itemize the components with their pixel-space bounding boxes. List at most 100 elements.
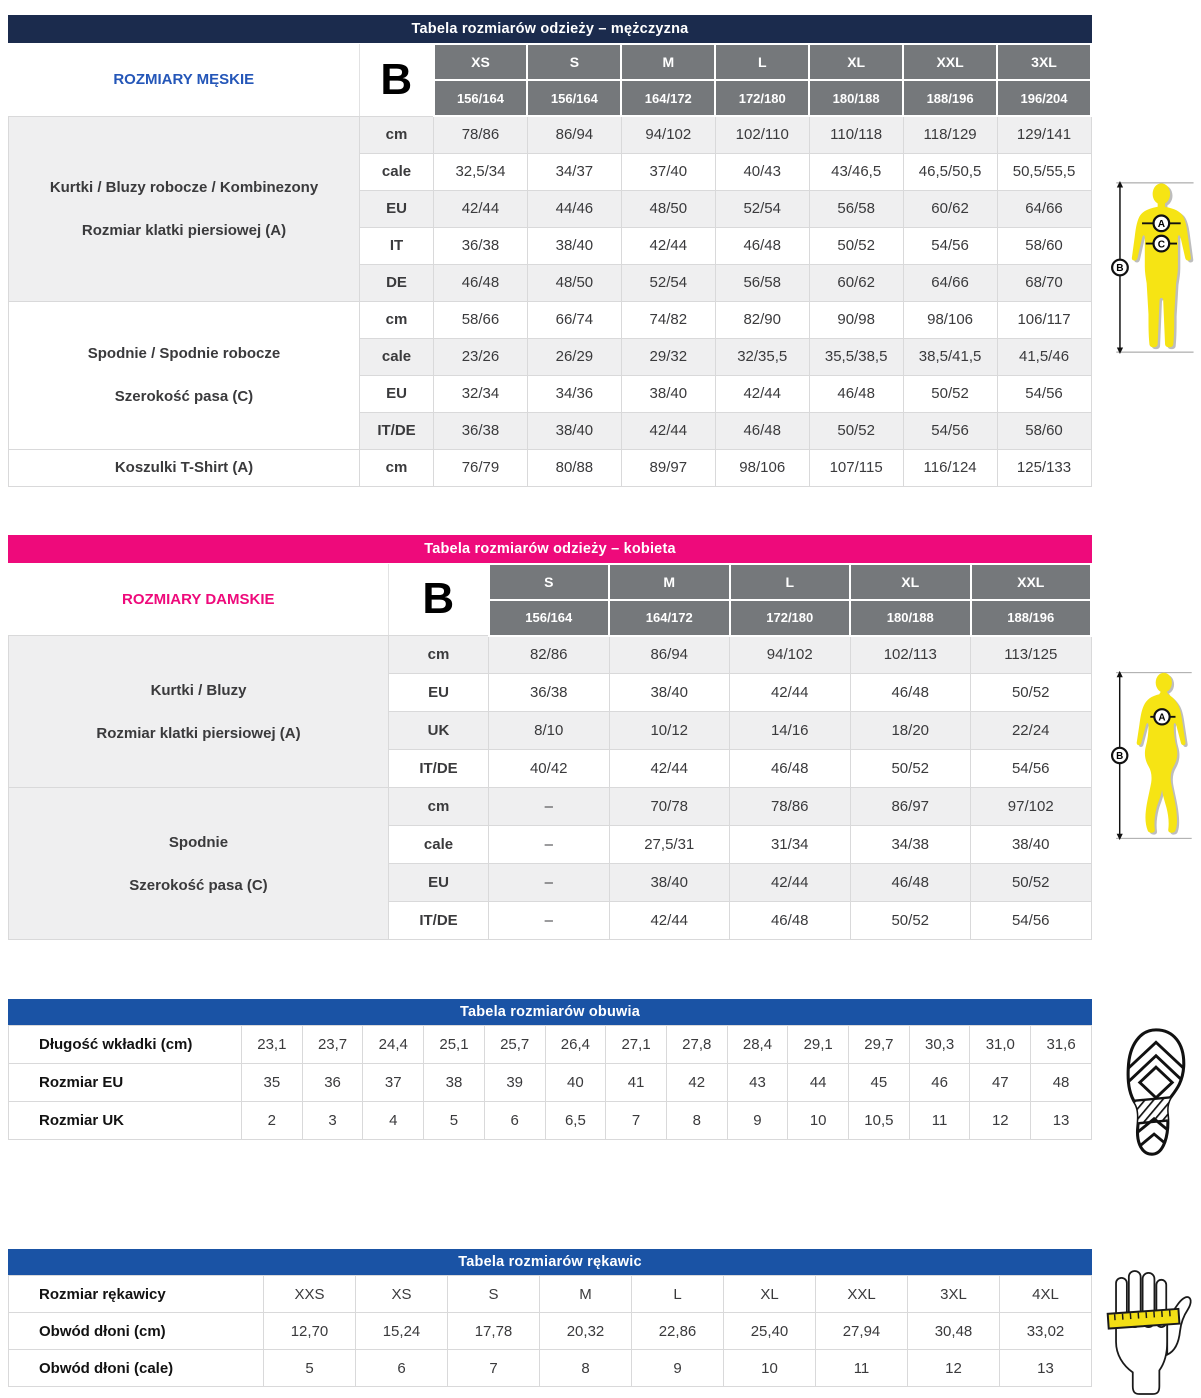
unit-cell: IT/DE bbox=[360, 412, 434, 449]
size-value-cell: 38/40 bbox=[609, 864, 730, 902]
height-range-header: 172/180 bbox=[715, 80, 809, 116]
size-value-cell: 50/52 bbox=[809, 412, 903, 449]
size-value-cell: – bbox=[489, 902, 610, 940]
size-value-cell: 44/46 bbox=[527, 190, 621, 227]
height-range-header: 188/196 bbox=[903, 80, 997, 116]
size-value-cell: 43 bbox=[727, 1064, 788, 1102]
marker-a-letter: A bbox=[1158, 712, 1165, 723]
size-value-cell: 60/62 bbox=[809, 264, 903, 301]
size-value-cell: 43/46,5 bbox=[809, 153, 903, 190]
unit-cell: EU bbox=[389, 674, 489, 712]
size-column-header: L bbox=[730, 564, 851, 600]
size-value-cell: 54/56 bbox=[903, 227, 997, 264]
size-value-cell: 32,5/34 bbox=[434, 153, 528, 190]
size-value-cell: 8/10 bbox=[489, 712, 610, 750]
size-value-cell: 35 bbox=[242, 1064, 303, 1102]
unit-cell: DE bbox=[360, 264, 434, 301]
size-value-cell: 40 bbox=[545, 1064, 606, 1102]
row-label: Obwód dłoni (cale) bbox=[9, 1350, 264, 1387]
arrow-up-icon bbox=[1117, 181, 1123, 187]
unit-cell: cm bbox=[389, 636, 489, 674]
size-value-cell: 34/36 bbox=[527, 375, 621, 412]
size-value-cell: 3XL bbox=[908, 1276, 1000, 1313]
unit-cell: cm bbox=[389, 788, 489, 826]
size-value-cell: 27,8 bbox=[666, 1026, 727, 1064]
size-value-cell: 10 bbox=[788, 1102, 849, 1140]
size-value-cell: 86/94 bbox=[609, 636, 730, 674]
gloves-table-title: Tabela rozmiarów rękawic bbox=[8, 1249, 1092, 1275]
size-column-header: XXL bbox=[903, 44, 997, 80]
size-value-cell: 42/44 bbox=[609, 902, 730, 940]
shoes-table: Tabela rozmiarów obuwia Długość wkładki … bbox=[8, 999, 1092, 1140]
thumb bbox=[1167, 1297, 1190, 1355]
size-value-cell: 42 bbox=[666, 1064, 727, 1102]
size-value-cell: 42/44 bbox=[609, 750, 730, 788]
size-value-cell: 97/102 bbox=[971, 788, 1092, 826]
unit-cell: EU bbox=[389, 864, 489, 902]
height-range-header: 180/188 bbox=[850, 600, 971, 636]
section-label-line2: Rozmiar klatki piersiowej (A) bbox=[9, 725, 388, 742]
size-value-cell: 9 bbox=[632, 1350, 724, 1387]
size-value-cell: 90/98 bbox=[809, 301, 903, 338]
height-range-header: 156/164 bbox=[489, 600, 610, 636]
size-value-cell: 50/52 bbox=[850, 750, 971, 788]
size-value-cell: 4XL bbox=[1000, 1276, 1092, 1313]
size-value-cell: 46/48 bbox=[434, 264, 528, 301]
size-value-cell: 82/86 bbox=[489, 636, 610, 674]
size-value-cell: 46/48 bbox=[850, 864, 971, 902]
size-value-cell: 4 bbox=[363, 1102, 424, 1140]
size-value-cell: 3 bbox=[302, 1102, 363, 1140]
size-value-cell: 50/52 bbox=[971, 674, 1092, 712]
unit-cell: IT/DE bbox=[389, 750, 489, 788]
size-value-cell: 2 bbox=[242, 1102, 303, 1140]
size-value-cell: 89/97 bbox=[621, 449, 715, 486]
height-range-header: 180/188 bbox=[809, 80, 903, 116]
size-value-cell: 27,94 bbox=[816, 1313, 908, 1350]
size-column-header: L bbox=[715, 44, 809, 80]
size-value-cell: 78/86 bbox=[434, 116, 528, 153]
size-value-cell: 56/58 bbox=[715, 264, 809, 301]
size-value-cell: 22/24 bbox=[971, 712, 1092, 750]
size-value-cell: 17,78 bbox=[448, 1313, 540, 1350]
size-value-cell: 54/56 bbox=[971, 750, 1092, 788]
size-value-cell: 32/34 bbox=[434, 375, 528, 412]
size-value-cell: – bbox=[489, 788, 610, 826]
size-value-cell: XS bbox=[356, 1276, 448, 1313]
size-value-cell: 11 bbox=[909, 1102, 970, 1140]
size-value-cell: XXL bbox=[816, 1276, 908, 1313]
size-value-cell: 54/56 bbox=[997, 375, 1091, 412]
size-value-cell: 46,5/50,5 bbox=[903, 153, 997, 190]
row-label: Długość wkładki (cm) bbox=[9, 1026, 242, 1064]
size-value-cell: 24,4 bbox=[363, 1026, 424, 1064]
size-value-cell: – bbox=[489, 864, 610, 902]
section-label-line1: Kurtki / Bluzy robocze / Kombinezony bbox=[9, 179, 359, 196]
size-value-cell: 107/115 bbox=[809, 449, 903, 486]
size-value-cell: 31,6 bbox=[1031, 1026, 1092, 1064]
size-value-cell: 68/70 bbox=[997, 264, 1091, 301]
unit-cell: cm bbox=[360, 449, 434, 486]
size-value-cell: 9 bbox=[727, 1102, 788, 1140]
arrow-down-icon bbox=[1117, 348, 1123, 354]
size-value-cell: 50,5/55,5 bbox=[997, 153, 1091, 190]
size-value-cell: 58/60 bbox=[997, 227, 1091, 264]
section-label-line2: Szerokość pasa (C) bbox=[9, 388, 359, 405]
size-value-cell: 42/44 bbox=[730, 674, 851, 712]
size-value-cell: 46/48 bbox=[715, 227, 809, 264]
size-value-cell: 37 bbox=[363, 1064, 424, 1102]
size-value-cell: 46/48 bbox=[809, 375, 903, 412]
height-range-header: 172/180 bbox=[730, 600, 851, 636]
unit-cell: cale bbox=[389, 826, 489, 864]
size-value-cell: 5 bbox=[424, 1102, 485, 1140]
size-value-cell: 110/118 bbox=[809, 116, 903, 153]
size-value-cell: 60/62 bbox=[903, 190, 997, 227]
size-value-cell: 8 bbox=[666, 1102, 727, 1140]
size-value-cell: 10,5 bbox=[849, 1102, 910, 1140]
size-value-cell: 26,4 bbox=[545, 1026, 606, 1064]
size-column-header: M bbox=[621, 44, 715, 80]
row-label: Rozmiar EU bbox=[9, 1064, 242, 1102]
size-value-cell: L bbox=[632, 1276, 724, 1313]
b-measure-label: B bbox=[360, 44, 434, 116]
